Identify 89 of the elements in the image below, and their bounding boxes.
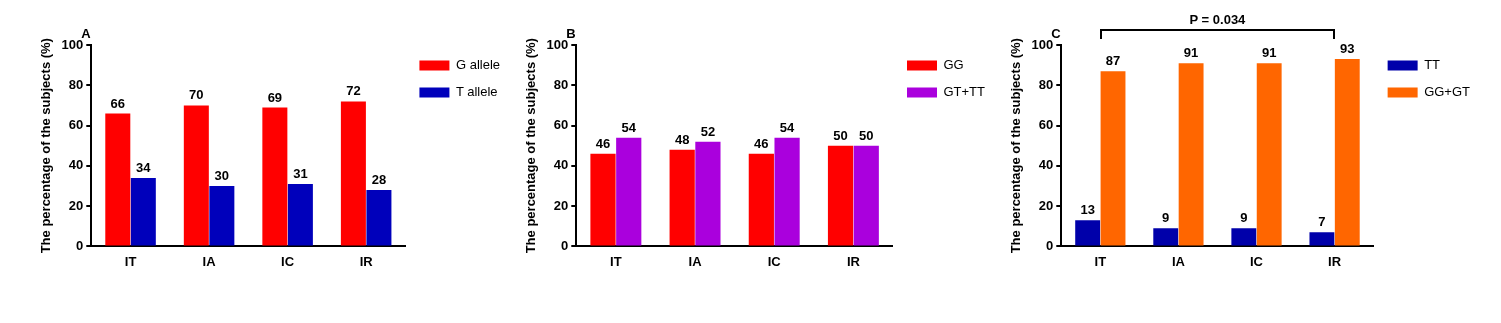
bar (1075, 220, 1101, 246)
bar (209, 185, 235, 246)
data-label: 34 (136, 160, 152, 175)
bar (590, 153, 616, 246)
data-label: 30 (214, 168, 230, 184)
data-label: 48 (674, 131, 690, 147)
y-tick-label: 20 (68, 197, 84, 213)
y-tick-label: 20 (1038, 197, 1054, 213)
legend-label: T allele (455, 84, 498, 100)
bar (748, 153, 774, 246)
x-tick-label: IR (1328, 253, 1342, 269)
y-tick-label: 60 (1038, 117, 1054, 133)
y-tick-label: 40 (68, 157, 84, 173)
legend-label: G allele (455, 57, 500, 73)
bar (774, 137, 800, 246)
x-tick-label: IT (124, 253, 137, 269)
data-label: 91 (1261, 45, 1277, 61)
x-tick-label: IT (610, 253, 622, 269)
bar (853, 145, 879, 246)
bar (827, 145, 854, 246)
legend-label: TT (1424, 57, 1441, 73)
data-label: 52 (700, 123, 716, 139)
bar (366, 190, 392, 246)
y-tick-label: 40 (1038, 157, 1054, 173)
legend-label: GG (943, 57, 964, 73)
y-tick-label: 40 (553, 157, 569, 173)
bar (340, 101, 366, 246)
bar (1231, 228, 1257, 246)
y-tick-label: 20 (553, 197, 569, 213)
data-label: 50 (833, 127, 848, 143)
x-tick-label: IT (1094, 253, 1107, 269)
data-label: 46 (754, 135, 769, 151)
y-tick-label: 80 (68, 76, 84, 92)
legend-label: GT+TT (943, 84, 986, 100)
x-tick-label: IR (359, 253, 374, 269)
data-label: 9 (1162, 210, 1170, 226)
bar (1178, 63, 1204, 246)
x-tick-label: IA (202, 253, 217, 269)
bar (1256, 63, 1282, 246)
y-tick-label: 0 (561, 237, 569, 253)
data-label: 7 (1318, 214, 1326, 230)
y-tick-label: 100 (1031, 36, 1054, 52)
text: P = 0.034 (1189, 12, 1247, 28)
x-tick-label: IC (1250, 253, 1264, 269)
data-label: 66 (110, 95, 126, 111)
data-label: 87 (1105, 53, 1121, 69)
legend-label: GG+GT (1424, 84, 1471, 100)
y-tick-label: 60 (553, 117, 569, 133)
y-tick-label: 80 (553, 76, 569, 92)
data-label: 69 (267, 89, 283, 105)
data-label: 28 (371, 172, 387, 188)
x-tick-label: IR (846, 253, 861, 269)
chart-title: A (81, 26, 92, 42)
y-axis-title: The percentage of the subjects (%) (1008, 38, 1024, 254)
bar (695, 141, 721, 246)
y-tick-label: 0 (76, 237, 84, 253)
y-axis-title: The percentage of the subjects (%) (523, 38, 539, 254)
data-label: 13 (1080, 202, 1095, 218)
bar (183, 105, 209, 246)
x-tick-label: IA (1171, 253, 1186, 269)
y-tick-label: 0 (1046, 237, 1054, 253)
y-tick-label: 60 (68, 117, 84, 133)
x-tick-label: IC (767, 253, 782, 269)
bar (287, 183, 313, 246)
chart-title: B (566, 26, 576, 42)
data-label: 31 (293, 166, 308, 182)
x-tick-label: IC (281, 253, 295, 269)
bar (1100, 71, 1126, 246)
data-label: 54 (779, 119, 796, 135)
bar (616, 137, 642, 246)
data-label: 72 (346, 83, 361, 99)
data-label: 93 (1340, 41, 1355, 57)
y-tick-label: 80 (1038, 76, 1054, 92)
bar (1309, 232, 1335, 246)
data-label: 50 (859, 127, 874, 143)
bar (262, 107, 288, 246)
data-label: 9 (1240, 210, 1248, 226)
data-label: 91 (1183, 45, 1199, 61)
bar (669, 149, 695, 246)
x-tick-label: IA (688, 253, 703, 269)
data-label: 70 (189, 87, 204, 103)
data-label: 54 (621, 119, 637, 135)
data-label: 46 (595, 135, 611, 151)
chart-title: C (1051, 26, 1062, 42)
bar (130, 177, 156, 246)
bar (1153, 228, 1179, 246)
bar (1334, 59, 1360, 246)
bar (105, 113, 131, 246)
y-axis-title: The percentage of the subjects (%) (38, 38, 54, 254)
